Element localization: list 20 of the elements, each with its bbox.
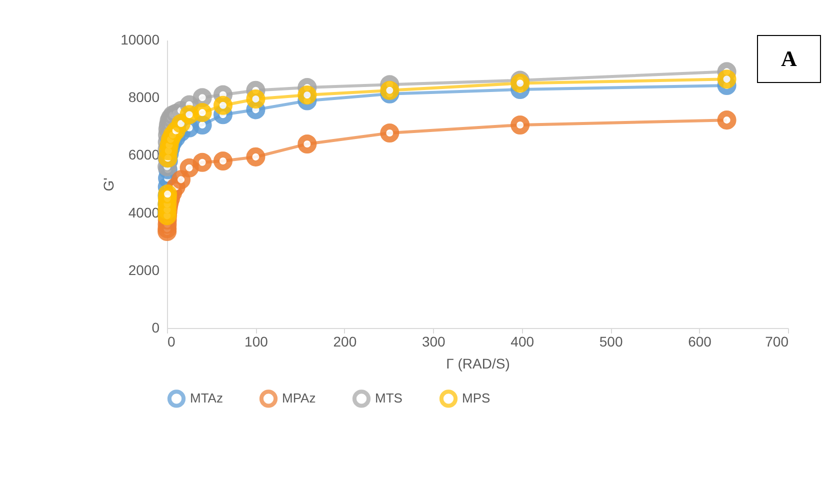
x-tick-label: 100: [244, 334, 268, 350]
legend-label: MTAz: [190, 390, 223, 406]
y-tick-label: 2000: [128, 262, 160, 278]
legend-label: MPAz: [282, 390, 316, 406]
x-tick-label: 600: [688, 334, 712, 350]
legend-label: MTS: [375, 390, 403, 406]
x-tick-label: 500: [599, 334, 623, 350]
x-tick-label: 300: [422, 334, 446, 350]
legend-label: MPS: [462, 390, 490, 406]
annotation: A: [757, 35, 821, 83]
x-tick-label: 200: [333, 334, 357, 350]
y-tick-label: 6000: [128, 146, 160, 163]
y-tick-label: 8000: [128, 89, 160, 106]
x-tick-label: 400: [510, 334, 534, 350]
x-tick-label: 700: [765, 334, 789, 350]
y-tick-label: 0: [152, 320, 160, 336]
y-axis-title: G': [100, 178, 117, 192]
x-tick-label: 0: [168, 334, 176, 350]
y-tick-label: 10000: [120, 32, 160, 48]
x-axis-title: Γ (RAD/S): [446, 356, 510, 372]
